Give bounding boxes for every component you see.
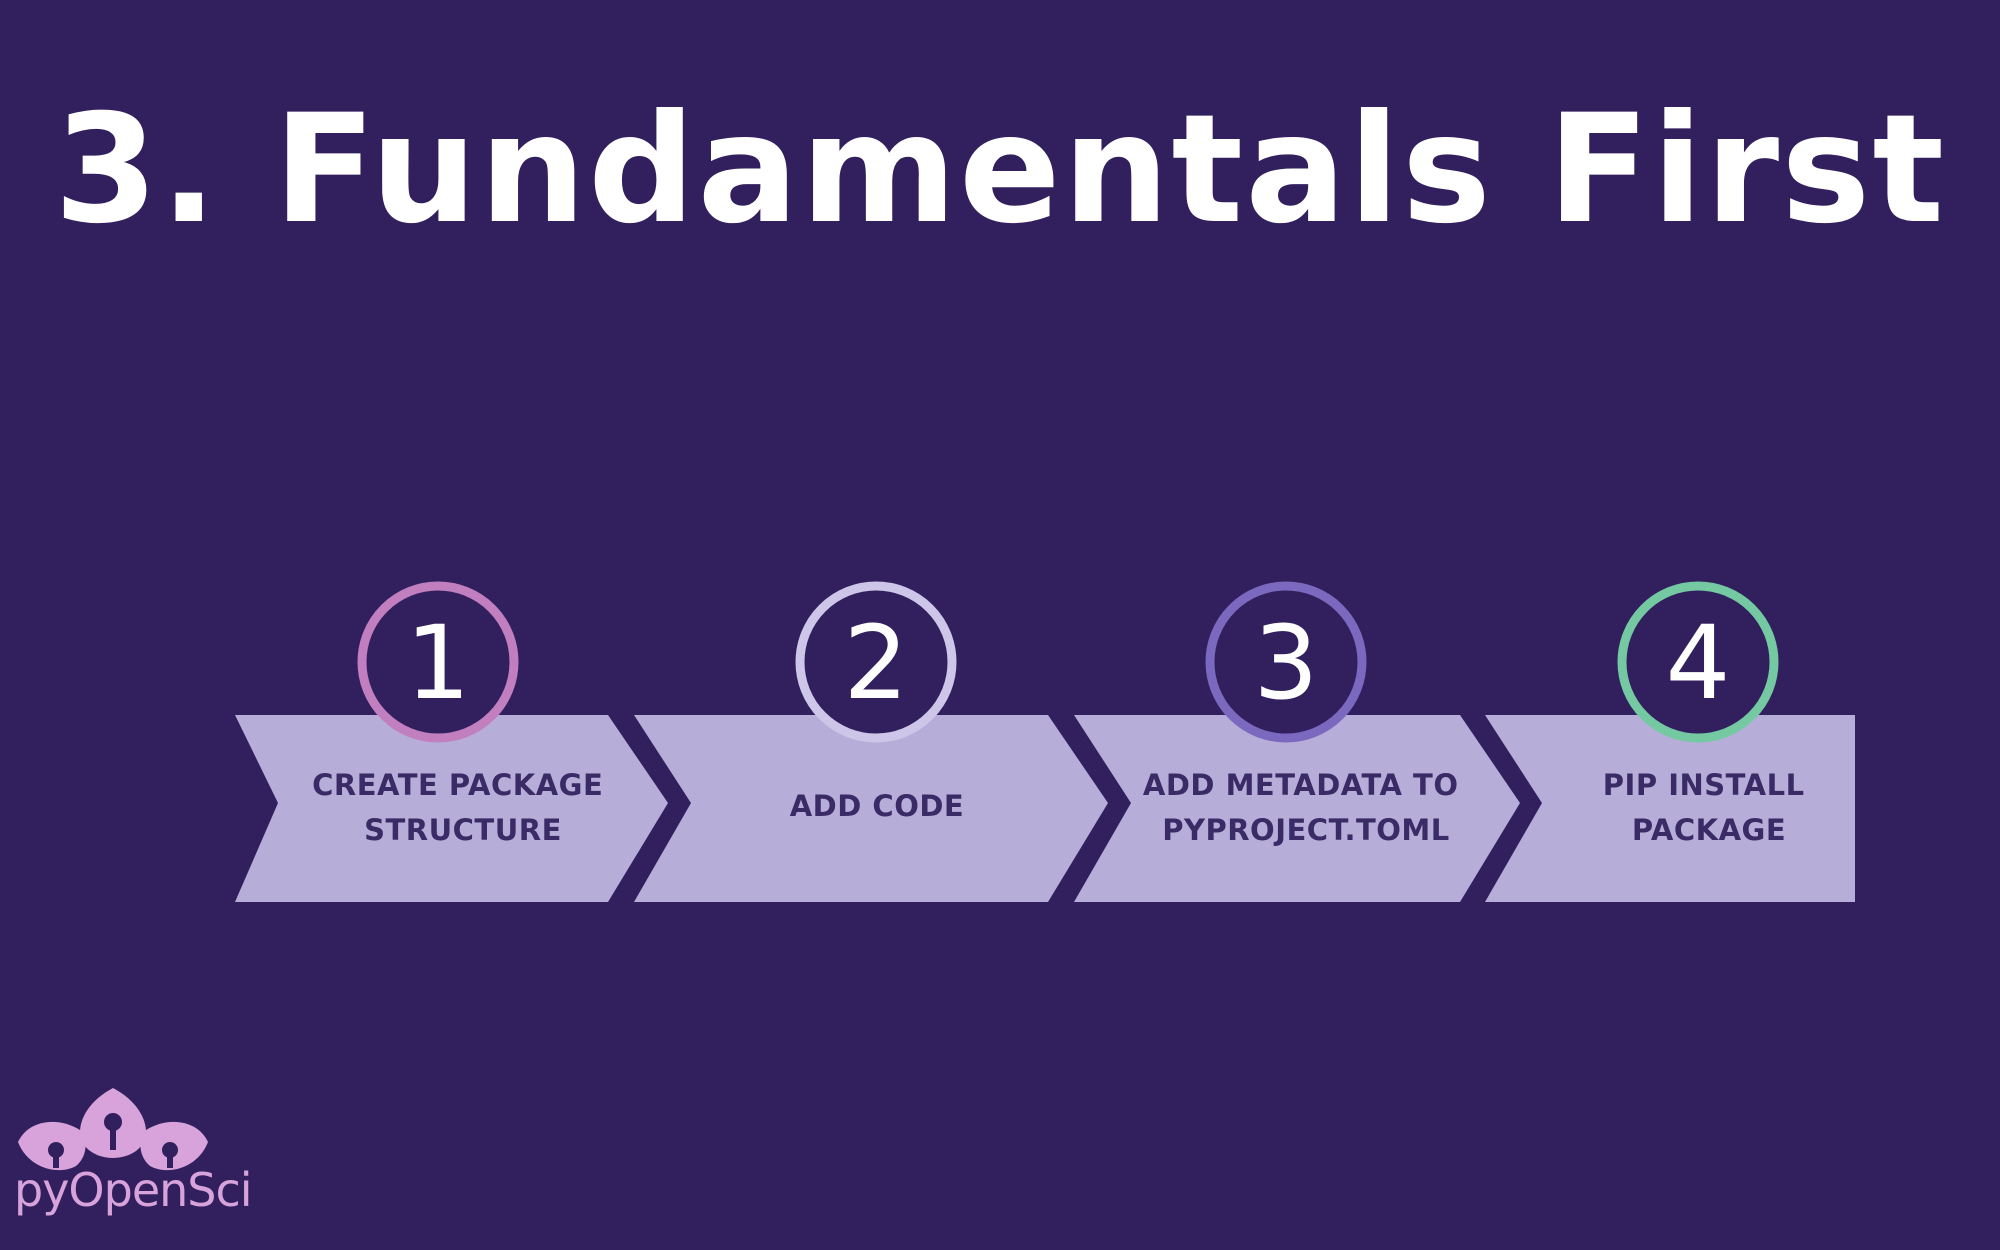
step-number-2: 2 — [844, 604, 909, 723]
step-circle-1 — [357, 581, 519, 743]
step-label-1: CREATE PACKAGE STRUCTURE — [312, 768, 614, 847]
step-label-4: PIP INSTALL PACKAGE — [1603, 768, 1815, 847]
lotus-flower-icon — [18, 1088, 208, 1171]
step-number-3: 3 — [1254, 604, 1319, 723]
step-circle-2 — [795, 581, 957, 743]
step-number-4: 4 — [1666, 604, 1731, 723]
step-label-3: ADD METADATA TO PYPROJECT.TOML — [1143, 768, 1469, 847]
step-circle-3 — [1205, 581, 1367, 743]
step-arrow-4 — [1485, 715, 1855, 902]
logo-wordmark: pyOpenSci — [14, 1163, 253, 1217]
step-label-2: ADD CODE — [790, 789, 965, 823]
step-number-1: 1 — [406, 604, 471, 723]
step-circle-4 — [1617, 581, 1779, 743]
slide-title: 3. Fundamentals First — [53, 83, 1947, 257]
step-arrow-3 — [1074, 715, 1520, 902]
step-arrow-1 — [235, 715, 668, 902]
step-arrow-2 — [634, 715, 1108, 902]
